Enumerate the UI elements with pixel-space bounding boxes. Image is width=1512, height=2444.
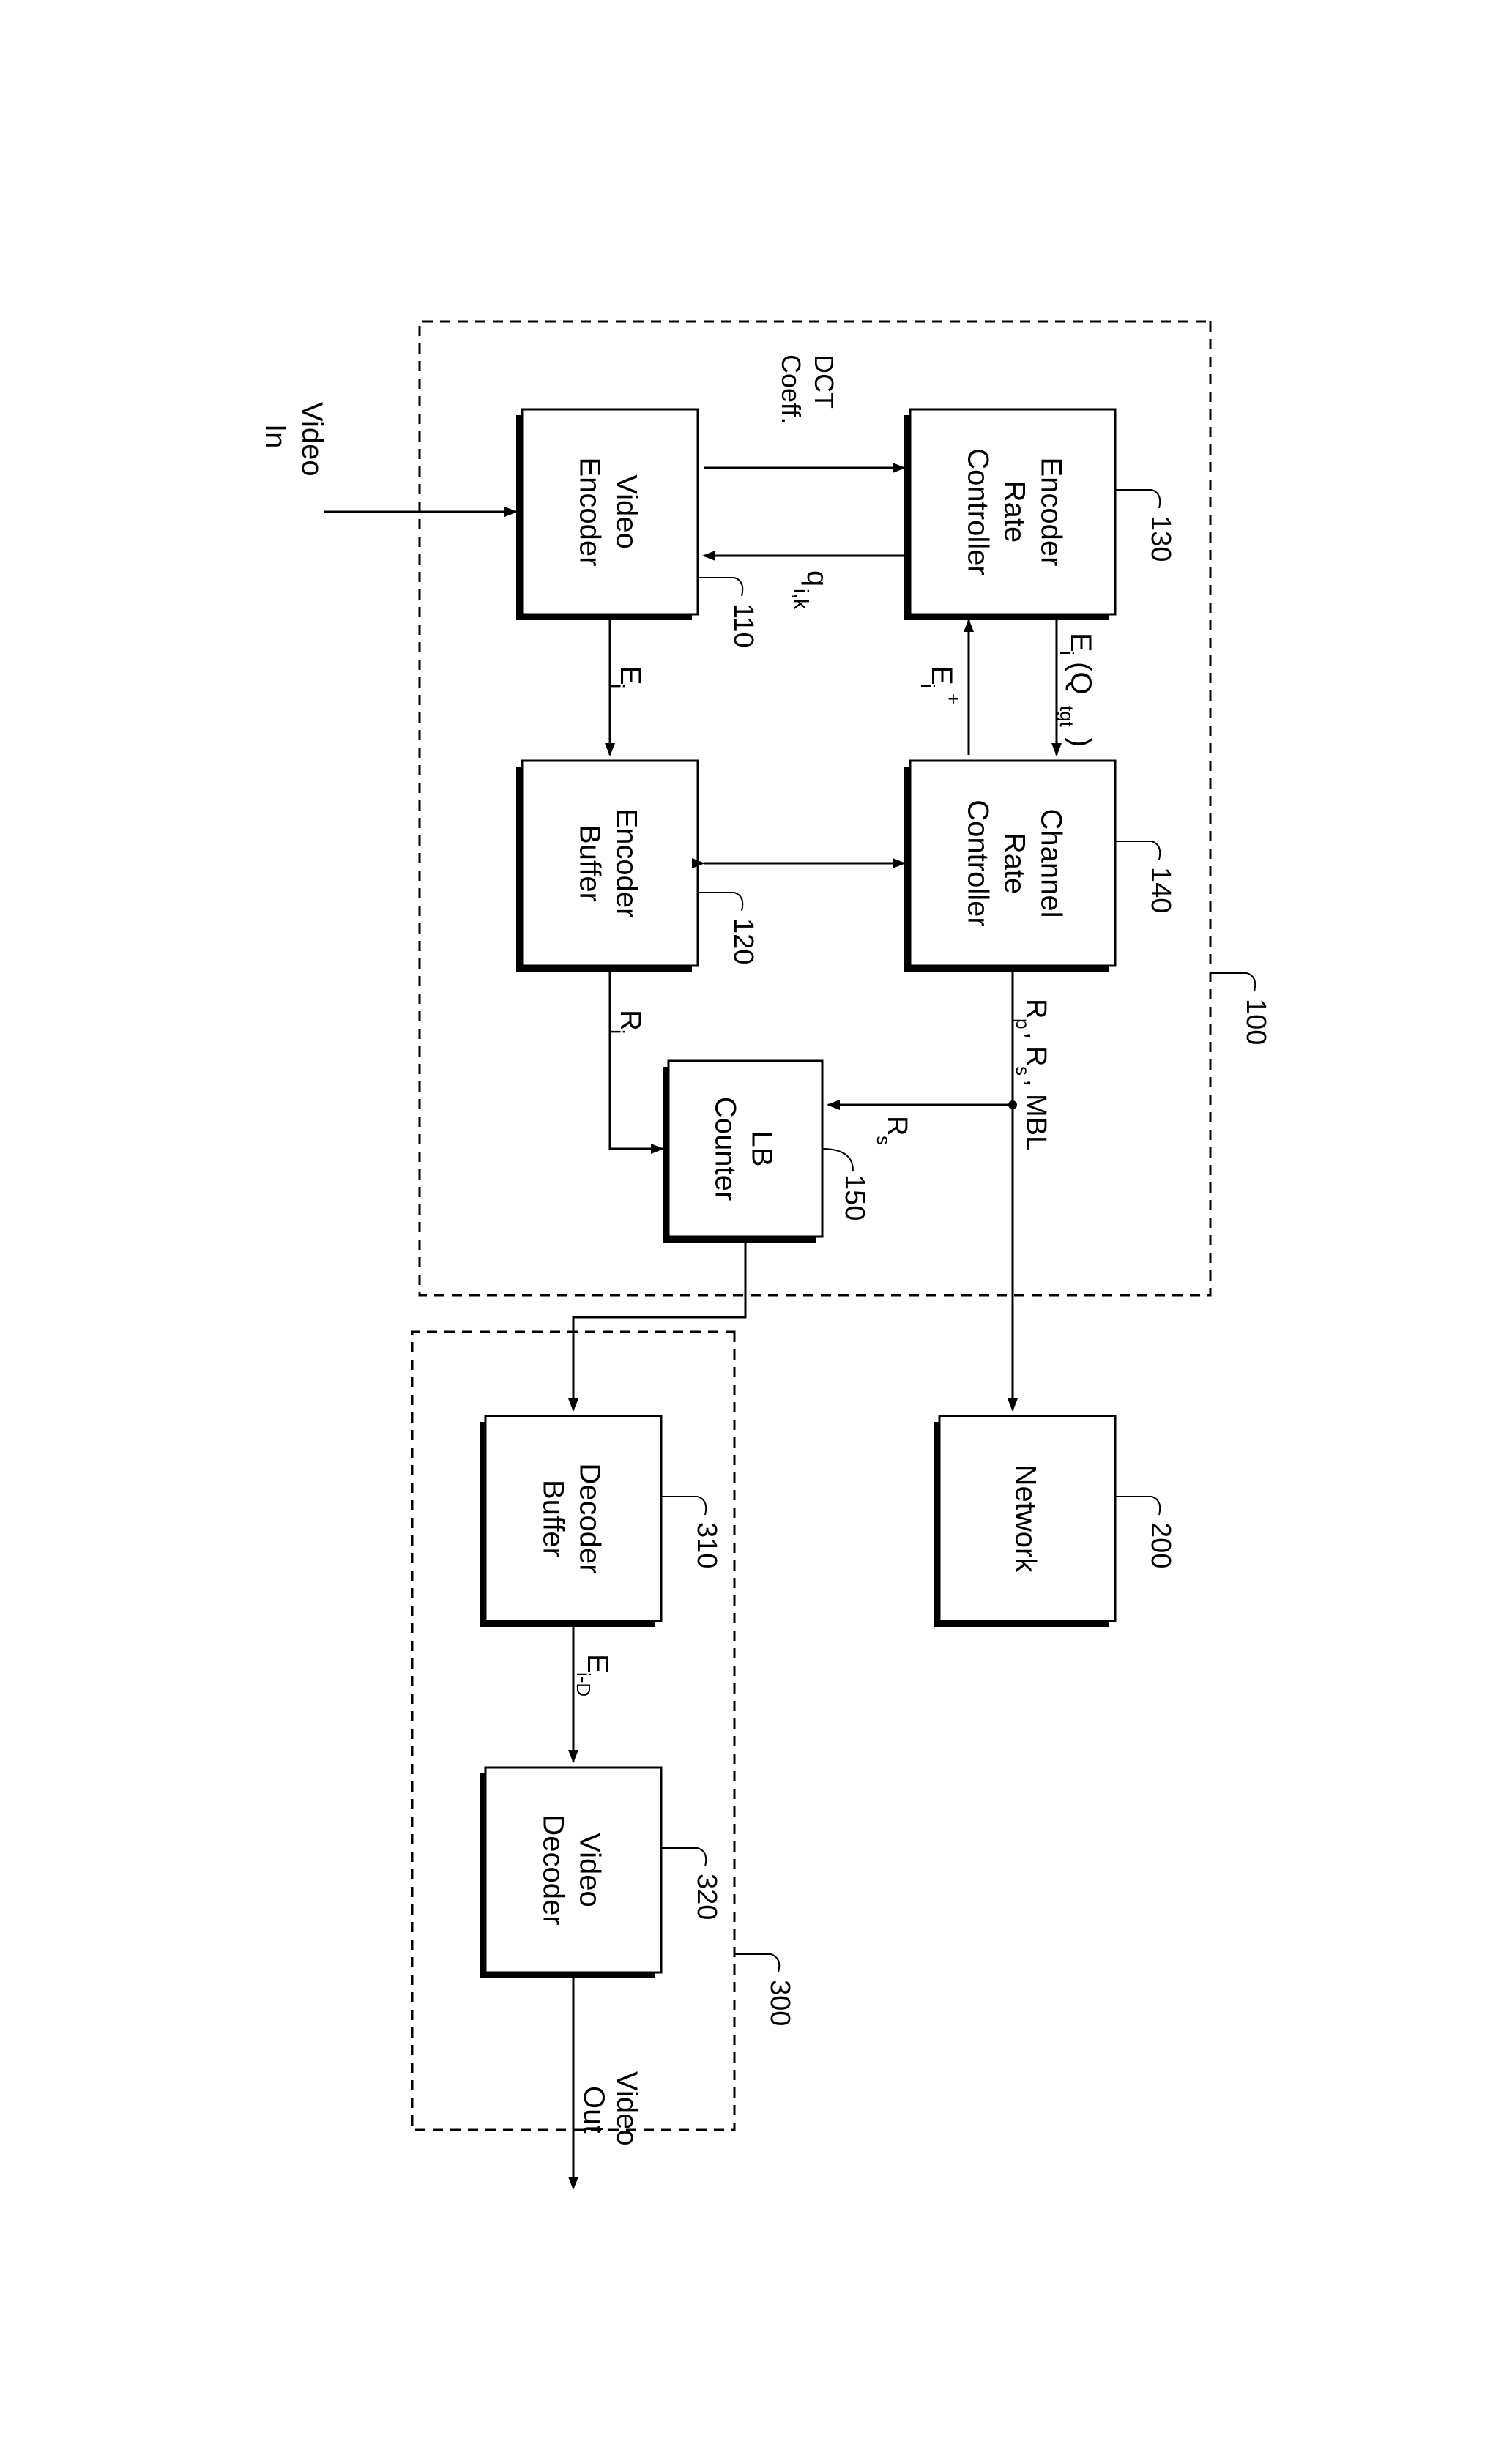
ref-130: 130 [1145, 515, 1176, 562]
svg-text:Encoder: Encoder [610, 809, 642, 918]
svg-text:Decoder: Decoder [537, 1814, 569, 1925]
svg-text:Decoder: Decoder [573, 1463, 606, 1573]
svg-text:Channel: Channel [1035, 808, 1067, 917]
svg-text:E: E [926, 666, 958, 685]
svg-text:,: , [1021, 1079, 1051, 1087]
svg-text:Encoder: Encoder [1035, 458, 1067, 567]
svg-text:Video: Video [610, 474, 642, 549]
svg-text:(Q: (Q [1065, 662, 1097, 694]
ref-200: 200 [1145, 1522, 1176, 1568]
ref-150: 150 [839, 1174, 870, 1221]
svg-text:Encoder: Encoder [573, 458, 606, 567]
svg-text:Counter: Counter [709, 1097, 741, 1201]
svg-text:i-D: i-D [573, 1672, 595, 1696]
ref-140: 140 [1145, 867, 1176, 913]
svg-text:Buffer: Buffer [537, 1480, 569, 1557]
ref-320: 320 [691, 1874, 722, 1920]
ref-300: 300 [764, 1980, 795, 2026]
ref-110: 110 [728, 603, 759, 648]
svg-text:Coeff.: Coeff. [776, 354, 806, 424]
svg-text:p: p [1012, 1018, 1034, 1029]
svg-text:Video: Video [296, 402, 328, 477]
svg-text:tgt: tgt [1056, 706, 1078, 728]
svg-text:E: E [1065, 633, 1097, 652]
svg-text:LB: LB [745, 1131, 778, 1167]
svg-text:i: i [917, 684, 939, 688]
svg-text:Rate: Rate [998, 832, 1030, 895]
svg-text:+: + [942, 693, 964, 704]
svg-text:Video: Video [611, 2071, 643, 2146]
arrow-ri [610, 972, 663, 1149]
svg-text:R: R [1021, 999, 1051, 1018]
svg-text:Controller: Controller [961, 800, 994, 926]
diagram-wrapper: 100 300 Encoder Rate Controller 130 Chan… [171, 197, 1342, 2247]
label-eiqtgt: E i (Q tgt ) [1056, 633, 1097, 747]
svg-text:i: i [606, 1029, 628, 1034]
svg-text:R: R [1021, 1046, 1051, 1066]
svg-text:Network: Network [1009, 1465, 1041, 1573]
svg-text:Buffer: Buffer [573, 824, 606, 902]
svg-text:s: s [873, 1136, 895, 1145]
ref-310: 310 [691, 1522, 722, 1568]
svg-text:R: R [614, 1010, 647, 1031]
svg-text:Out: Out [578, 2086, 610, 2133]
svg-text:i: i [606, 684, 628, 688]
svg-text:Rate: Rate [998, 481, 1030, 543]
svg-text:E: E [581, 1654, 614, 1674]
block-diagram-svg: 100 300 Encoder Rate Controller 130 Chan… [171, 197, 1342, 2247]
svg-text:i: i [1056, 651, 1078, 655]
svg-text:): ) [1065, 737, 1097, 747]
svg-text:Controller: Controller [961, 448, 994, 575]
ref-120: 120 [728, 918, 759, 964]
label-rs-branch: R s [873, 1116, 912, 1145]
ref-100: 100 [1240, 999, 1271, 1045]
svg-text:R: R [882, 1116, 912, 1136]
label-rprsmbl: R p , R s , MBL [1012, 999, 1051, 1151]
svg-text:i,k: i,k [790, 589, 813, 610]
svg-text:,: , [1021, 1032, 1051, 1040]
svg-text:E: E [614, 666, 647, 685]
svg-text:MBL: MBL [1021, 1094, 1051, 1151]
svg-text:In: In [259, 424, 291, 448]
arrow-lb-to-decoder [573, 1243, 745, 1410]
svg-text:s: s [1012, 1066, 1034, 1076]
svg-text:DCT: DCT [809, 354, 839, 409]
svg-text:Video: Video [573, 1833, 606, 1907]
label-eiplus: E i + [917, 666, 964, 704]
svg-text:q: q [801, 570, 833, 586]
